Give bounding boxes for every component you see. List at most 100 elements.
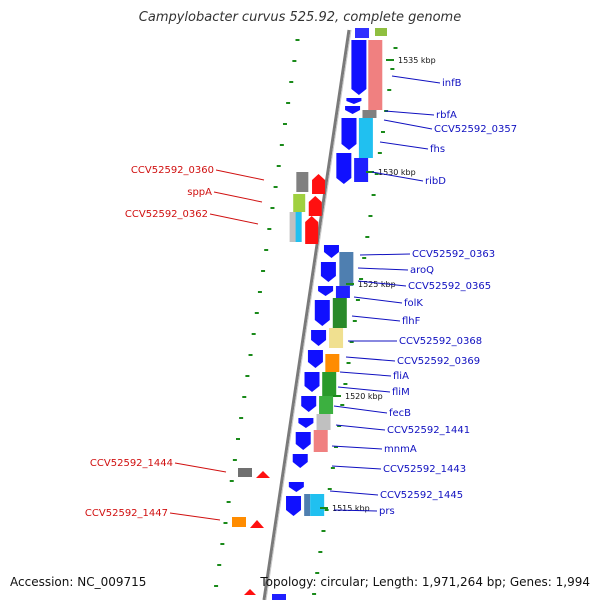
cog-box: [316, 414, 331, 430]
reverse-strand-genes: [232, 172, 326, 528]
label-leader: [384, 110, 435, 116]
gene-arrow[interactable]: [286, 496, 302, 516]
cog-box: [295, 212, 302, 242]
label-leader: [337, 386, 391, 393]
gene-label-ccv52592_0363[interactable]: CCV52592_0363: [412, 249, 495, 260]
cog-box: [375, 28, 387, 36]
gene-arrow[interactable]: [256, 471, 270, 478]
label-leader: [353, 296, 403, 304]
kbp-label: 1520 kbp: [345, 392, 383, 401]
gene-label-folk[interactable]: folK: [404, 298, 423, 309]
gene-arrow[interactable]: [351, 40, 367, 95]
gene-label-ccv52592_0360[interactable]: CCV52592_0360: [131, 165, 214, 176]
gene-arrow[interactable]: [314, 300, 330, 326]
gene-arrow[interactable]: [295, 432, 311, 450]
gene-label-aroq[interactable]: aroQ: [410, 265, 434, 276]
gene-arrow[interactable]: [318, 286, 334, 296]
gene-arrow[interactable]: [308, 196, 322, 216]
label-leader: [333, 405, 388, 414]
gene-arrow[interactable]: [244, 589, 256, 595]
label-leader: [333, 509, 378, 512]
label-leader: [345, 356, 396, 362]
cog-box: [362, 110, 377, 118]
label-leader: [357, 267, 409, 271]
label-leader: [351, 315, 401, 322]
gene-arrow[interactable]: [250, 520, 264, 528]
cog-box: [322, 372, 337, 396]
kbp-label: 1535 kbp: [398, 56, 436, 65]
gene-arrow[interactable]: [301, 396, 317, 412]
cog-box: [319, 396, 334, 414]
label-leader: [209, 213, 259, 225]
label-leader: [169, 512, 221, 521]
gene-arrow[interactable]: [288, 482, 304, 492]
cog-box: [368, 40, 383, 110]
genome-backbone: [262, 29, 351, 600]
label-leader: [331, 445, 383, 450]
label-leader: [379, 141, 429, 150]
accession-text: Accession: NC_009715: [10, 575, 147, 589]
gene-label-ribd[interactable]: ribD: [425, 176, 446, 187]
label-leader: [335, 424, 386, 431]
gene-label-sppa[interactable]: sppA: [187, 187, 212, 198]
gene-arrow[interactable]: [355, 28, 369, 38]
kbp-label: 1525 kbp: [358, 280, 396, 289]
gene-label-ccv52592_0365[interactable]: CCV52592_0365: [408, 281, 491, 292]
gene-arrow[interactable]: [320, 262, 336, 282]
cog-box: [310, 494, 325, 516]
gene-arrow[interactable]: [323, 245, 339, 258]
gene-arrow[interactable]: [311, 330, 327, 346]
gene-label-ccv52592_0369[interactable]: CCV52592_0369: [397, 356, 480, 367]
gene-label-flhf[interactable]: flhF: [402, 316, 421, 327]
label-leader: [359, 253, 411, 256]
kbp-label: 1515 kbp: [332, 504, 370, 513]
gene-arrow[interactable]: [292, 454, 308, 468]
cog-box: [304, 494, 311, 516]
gene-label-ccv52592_0368[interactable]: CCV52592_0368: [399, 336, 482, 347]
gene-arrow[interactable]: [346, 98, 362, 104]
gene-label-ccv52592_1441[interactable]: CCV52592_1441: [387, 425, 470, 436]
gene-labels-left: CCV52592_0360 sppA CCV52592_0362 CCV52592_1…: [85, 165, 265, 521]
gene-label-ccv52592_1444[interactable]: CCV52592_1444: [90, 458, 173, 469]
gene-label-prs[interactable]: prs: [379, 506, 395, 517]
label-leader: [383, 119, 433, 130]
gene-label-fecb[interactable]: fecB: [389, 408, 411, 419]
gene-label-ccv52592_1443[interactable]: CCV52592_1443: [383, 464, 466, 475]
gene-label-ccv52592_1445[interactable]: CCV52592_1445: [380, 490, 463, 501]
label-leader: [329, 490, 379, 496]
gene-label-flia[interactable]: fliA: [393, 371, 409, 382]
gene-arrow[interactable]: [341, 118, 357, 150]
forward-strand-cog: [304, 40, 383, 516]
gene-arrow[interactable]: [345, 106, 361, 114]
cog-box: [329, 328, 344, 348]
cog-box: [238, 468, 252, 477]
gene-arrow[interactable]: [307, 350, 323, 368]
label-leader: [339, 371, 392, 377]
label-leader: [371, 171, 424, 182]
cog-box: [354, 158, 369, 182]
gene-arrow[interactable]: [272, 594, 286, 600]
gene-label-ccv52592_0357[interactable]: CCV52592_0357: [434, 124, 517, 135]
gene-arrow[interactable]: [304, 372, 320, 392]
gene-label-infb[interactable]: infB: [442, 78, 462, 89]
label-leader: [213, 191, 263, 203]
cog-box: [358, 118, 373, 158]
gene-label-mnma[interactable]: mnmA: [384, 444, 417, 455]
cog-box: [325, 354, 340, 372]
gene-label-fhs[interactable]: fhs: [430, 144, 445, 155]
gene-label-ccv52592_1447[interactable]: CCV52592_1447: [85, 508, 168, 519]
gene-label-flim[interactable]: fliM: [392, 387, 410, 398]
gene-arrow[interactable]: [305, 216, 319, 244]
kbp-label: 1530 kbp: [378, 168, 416, 177]
gene-arrow[interactable]: [312, 174, 326, 194]
gene-label-rbfa[interactable]: rbfA: [436, 110, 457, 121]
label-leader: [215, 169, 265, 181]
gene-arrow[interactable]: [298, 418, 314, 428]
map-title: Campylobacter curvus 525.92, complete ge…: [138, 10, 462, 25]
cog-box: [339, 252, 354, 286]
gene-label-ccv52592_0362[interactable]: CCV52592_0362: [125, 209, 208, 220]
gene-arrow[interactable]: [336, 153, 352, 184]
topology-text: Topology: circular; Length: 1,971,264 bp…: [260, 575, 590, 589]
